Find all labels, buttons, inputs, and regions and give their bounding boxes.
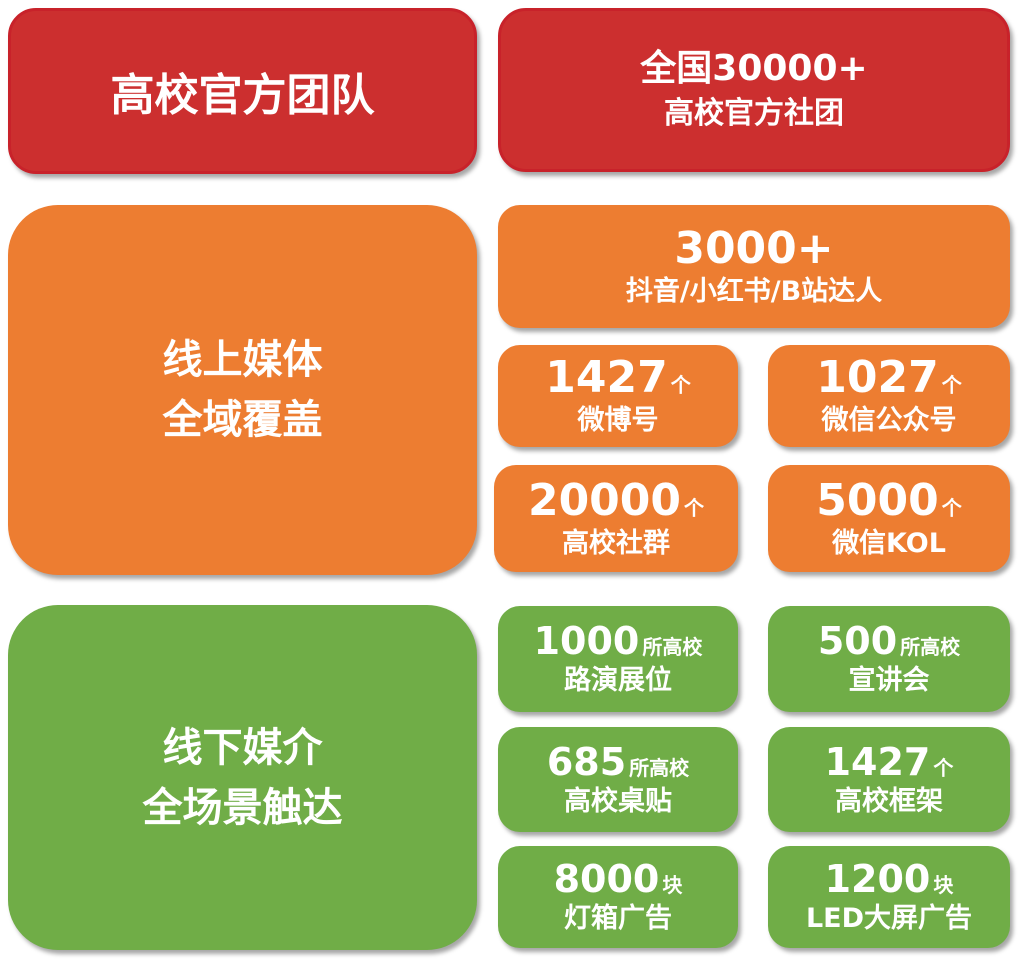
online-title-line2: 全域覆盖 [162, 397, 323, 443]
official-team-block: 高校官方团队 [8, 8, 477, 174]
offline-title-line1: 线下媒介 [162, 724, 323, 771]
official-team-title: 高校官方团队 [110, 70, 375, 121]
stat-label: 高校社群 [562, 527, 670, 559]
online-title-line1: 线上媒体 [162, 337, 323, 383]
online-stat-wechat: 1027 个 微信公众号 [768, 345, 1010, 447]
stat-number: 3000+ [674, 222, 834, 274]
offline-stat-lightbox: 8000 块 灯箱广告 [498, 846, 738, 948]
stat-number: 1027 [816, 352, 939, 403]
offline-stat-frame: 1427 个 高校框架 [768, 727, 1010, 832]
stat-label: 高校框架 [835, 785, 943, 817]
stat-label: LED大屏广告 [805, 903, 973, 934]
stat-unit: 个 [941, 373, 962, 397]
stat-label: 高校桌贴 [564, 785, 672, 817]
stat-number: 5000 [816, 474, 939, 526]
online-stat-kol: 5000 个 微信KOL [768, 465, 1010, 572]
official-stat-line1: 全国30000+ [640, 48, 868, 89]
online-stat-groups: 20000 个 高校社群 [494, 465, 738, 572]
stat-label: 抖音/小红书/B站达人 [625, 275, 883, 307]
stat-number: 500 [817, 619, 898, 663]
official-stat-block: 全国30000+ 高校官方社团 [498, 8, 1010, 172]
stat-number: 1427 [824, 739, 931, 784]
stat-number: 685 [546, 739, 627, 784]
stat-label: 微博号 [577, 405, 659, 436]
stat-unit: 个 [941, 495, 962, 520]
stat-unit: 个 [670, 373, 691, 397]
stat-unit: 所高校 [642, 635, 703, 659]
offline-title-line2: 全场景触达 [142, 784, 343, 831]
offline-media-block: 线下媒介 全场景触达 [8, 605, 477, 950]
stat-unit: 个 [933, 755, 954, 780]
offline-stat-roadshow: 1000 所高校 路演展位 [498, 606, 738, 712]
offline-stat-desk: 685 所高校 高校桌贴 [498, 727, 738, 832]
stat-label: 路演展位 [564, 665, 672, 696]
stat-label: 微信公众号 [821, 405, 957, 436]
stat-number: 1427 [545, 352, 668, 403]
stat-label: 微信KOL [832, 527, 946, 559]
stat-number: 8000 [553, 857, 660, 901]
stat-label: 宣讲会 [848, 665, 930, 696]
stat-number: 1200 [824, 857, 931, 901]
online-media-block: 线上媒体 全域覆盖 [8, 205, 477, 575]
stat-unit: 个 [684, 495, 705, 520]
offline-stat-seminar: 500 所高校 宣讲会 [768, 606, 1010, 712]
stat-label: 灯箱广告 [564, 903, 672, 934]
stat-unit: 块 [662, 873, 683, 897]
stat-number: 20000 [527, 474, 682, 526]
stat-unit: 块 [933, 873, 954, 897]
offline-stat-led: 1200 块 LED大屏广告 [768, 846, 1010, 948]
stat-unit: 所高校 [629, 755, 690, 780]
online-top-stat: 3000+ 抖音/小红书/B站达人 [498, 205, 1010, 328]
online-stat-weibo: 1427 个 微博号 [498, 345, 738, 447]
stat-number: 1000 [533, 619, 640, 663]
stat-unit: 所高校 [900, 635, 961, 659]
official-stat-line2: 高校官方社团 [664, 96, 844, 131]
